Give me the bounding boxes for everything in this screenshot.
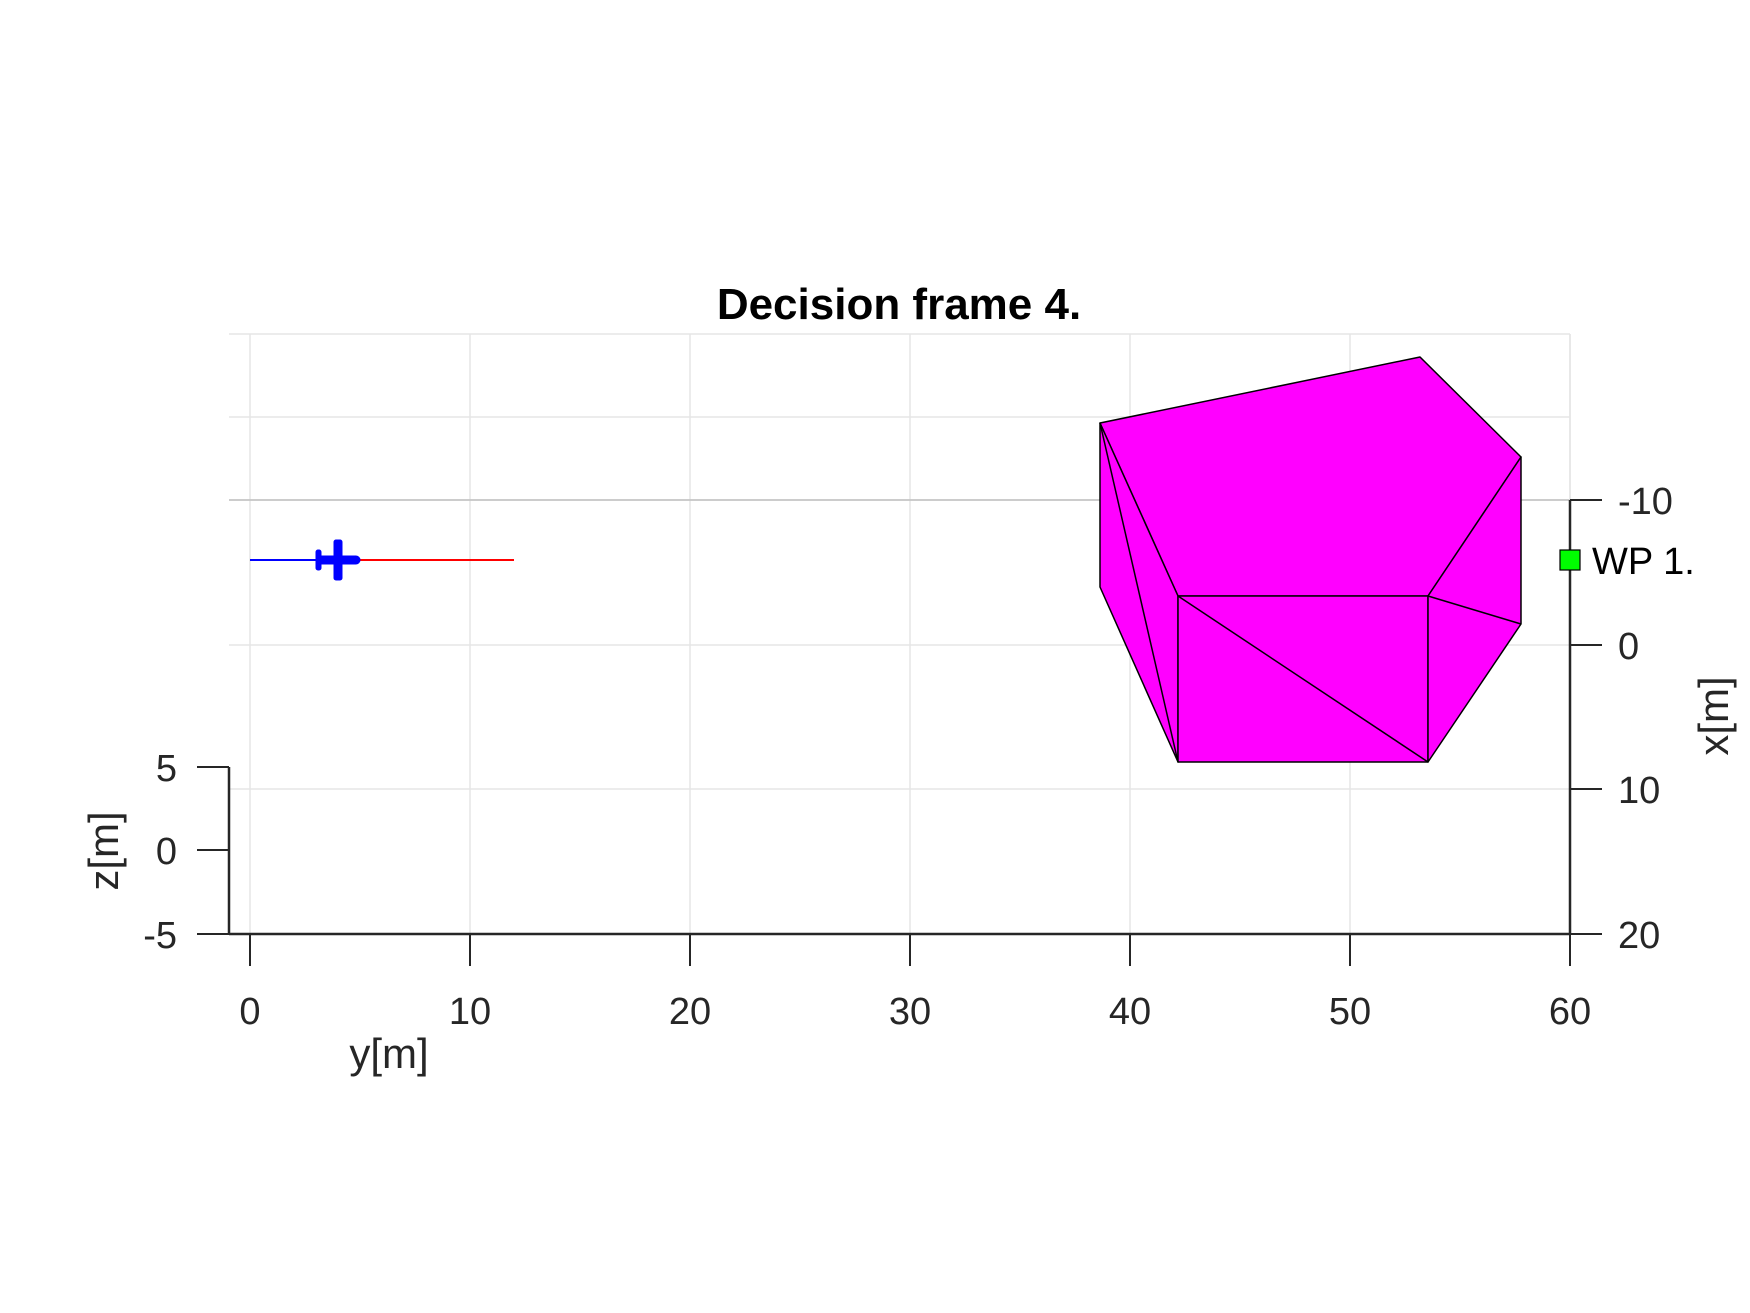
waypoint-marker <box>1559 549 1581 571</box>
chart-title: Decision frame 4. <box>717 280 1081 329</box>
obstacle-edge <box>1099 422 1179 763</box>
x-tick-label: 10 <box>1618 770 1660 812</box>
aircraft-icon <box>315 539 361 581</box>
y-tick-label: 0 <box>239 991 260 1033</box>
waypoint-label: WP 1. <box>1592 541 1695 583</box>
y-tick-label: 40 <box>1109 991 1151 1033</box>
x-tick-label: 20 <box>1618 915 1660 957</box>
waypoints: WP 1. <box>1559 541 1695 583</box>
y-axis-label: y[m] <box>349 1030 428 1077</box>
obstacle-edge <box>1427 595 1522 625</box>
x-axis-label: x[m] <box>1690 676 1737 755</box>
y-tick-label: 10 <box>449 991 491 1033</box>
aircraft-wing <box>333 539 343 581</box>
z-tick-label: 0 <box>156 831 177 873</box>
y-tick-label: 30 <box>889 991 931 1033</box>
trajectories <box>250 539 514 581</box>
tick-labels: 0 10 20 30 40 50 60 -10 0 10 20 -5 0 5 <box>143 481 1673 1033</box>
x-tick-label: 0 <box>1618 626 1639 668</box>
axes <box>197 499 1602 966</box>
z-tick-label: 5 <box>156 748 177 790</box>
obstacle-edge <box>1177 595 1429 763</box>
z-axis-label: z[m] <box>80 811 127 890</box>
x-tick-label: -10 <box>1618 481 1673 523</box>
aircraft-tail <box>315 549 322 571</box>
obstacle <box>1099 356 1522 763</box>
z-tick-label: -5 <box>143 915 177 957</box>
y-tick-label: 20 <box>669 991 711 1033</box>
y-tick-label: 60 <box>1549 991 1591 1033</box>
y-tick-label: 50 <box>1329 991 1371 1033</box>
